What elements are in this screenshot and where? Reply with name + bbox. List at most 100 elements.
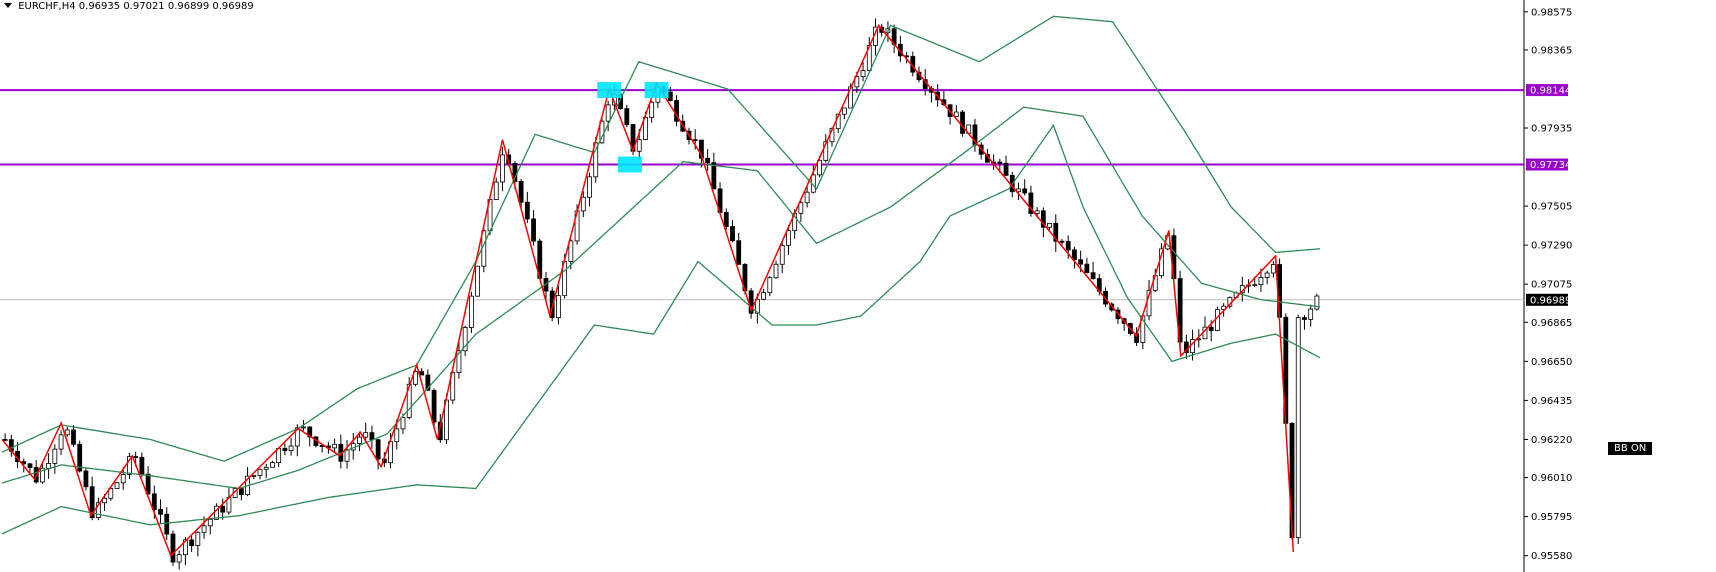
candle-body	[692, 139, 698, 142]
candle-body	[52, 448, 58, 464]
candle-body	[1034, 210, 1040, 214]
y-tick-label: 0.97075	[1531, 280, 1572, 291]
candle-body	[462, 327, 468, 352]
candle-body	[1208, 326, 1214, 331]
candle-body	[344, 449, 350, 462]
candle-body	[170, 533, 176, 563]
candle-body	[1252, 284, 1258, 287]
candle-body	[1308, 308, 1314, 320]
candle-body	[133, 456, 139, 458]
candle-body	[568, 240, 574, 262]
candle-body	[804, 191, 810, 204]
candle-body	[276, 448, 282, 464]
candle-body	[730, 226, 735, 242]
y-tick-label: 0.96010	[1531, 473, 1572, 484]
candle-body	[524, 201, 530, 220]
candle-body	[1047, 222, 1052, 228]
candle-body	[699, 139, 704, 159]
candle-body	[761, 292, 766, 300]
bb-indicator-badge: BB ON	[1608, 442, 1653, 455]
level-price-label: 0.97734	[1530, 160, 1571, 171]
candle-body	[263, 466, 269, 470]
candle-body	[127, 456, 132, 475]
candle-body	[736, 240, 742, 265]
candle-body	[1059, 240, 1065, 243]
candle-body	[183, 539, 188, 556]
level-price-label: 0.98144	[1530, 86, 1571, 97]
candle-body	[997, 161, 1003, 164]
y-tick-label: 0.97290	[1531, 241, 1572, 252]
candle-body	[238, 488, 244, 496]
candle-body	[556, 295, 561, 319]
candle-body	[195, 531, 201, 546]
y-tick-label: 0.98575	[1531, 7, 1572, 18]
candle-body	[282, 448, 288, 452]
candle-body	[860, 70, 866, 78]
y-tick-label: 0.98365	[1531, 45, 1572, 56]
dropdown-arrow-icon[interactable]	[4, 3, 12, 8]
candle-body	[518, 181, 524, 203]
candle-body	[817, 159, 822, 176]
candle-body	[357, 436, 362, 444]
candle-body	[102, 497, 107, 504]
candle-body	[960, 111, 965, 134]
candle-body	[1090, 272, 1096, 279]
candle-body	[475, 265, 480, 297]
candle-body	[145, 473, 151, 495]
candle-body	[1314, 295, 1320, 310]
candle-body	[89, 486, 95, 518]
candle-body	[531, 218, 536, 242]
candle-body	[1065, 241, 1071, 251]
candle-body	[643, 117, 648, 140]
candle-body	[1053, 222, 1059, 242]
candle-body	[624, 108, 630, 125]
candle-body	[1040, 210, 1046, 228]
candle-body	[437, 421, 443, 441]
candle-body	[27, 463, 33, 468]
candle-body	[854, 76, 860, 88]
candle-body	[77, 443, 83, 472]
candle-body	[580, 196, 586, 212]
candle-body	[1003, 162, 1009, 176]
candle-body	[798, 202, 804, 214]
candle-body	[288, 445, 294, 452]
candle-body	[419, 371, 425, 376]
bollinger-middle	[1, 106, 1321, 490]
candle-body	[705, 157, 711, 164]
candle-body	[301, 426, 306, 429]
candle-body	[95, 502, 101, 518]
candle-body	[1022, 188, 1028, 194]
candle-body	[425, 374, 431, 391]
bollinger-lower	[1, 123, 1321, 535]
candle-body	[786, 230, 791, 246]
candle-body	[953, 111, 959, 117]
highlight-marker-1	[644, 82, 669, 99]
candle-body	[108, 488, 114, 499]
candle-body	[1028, 192, 1034, 214]
candle-body	[207, 518, 213, 527]
candle-body	[1215, 309, 1220, 331]
candle-body	[251, 475, 257, 477]
candle-body	[158, 509, 163, 515]
candle-body	[220, 505, 226, 513]
bollinger-upper	[1, 15, 1321, 462]
candle-body	[456, 350, 462, 374]
candle-body	[270, 462, 275, 468]
candle-body	[842, 107, 847, 115]
candle-body	[114, 482, 120, 489]
y-tick-label: 0.97505	[1531, 202, 1572, 213]
candle-body	[1270, 264, 1276, 274]
level-tag-4	[1526, 158, 1568, 171]
y-tick-label: 0.96435	[1531, 396, 1572, 407]
highlight-marker-2	[617, 156, 642, 173]
candle-body	[64, 429, 70, 436]
candle-body	[767, 277, 773, 293]
candle-body	[40, 467, 45, 483]
candle-body	[468, 295, 474, 328]
candle-body	[189, 539, 195, 546]
y-tick-label: 0.96865	[1531, 318, 1572, 329]
y-tick-label: 0.97935	[1531, 124, 1572, 135]
candle-body	[711, 162, 717, 190]
y-tick-label: 0.96650	[1531, 357, 1572, 368]
